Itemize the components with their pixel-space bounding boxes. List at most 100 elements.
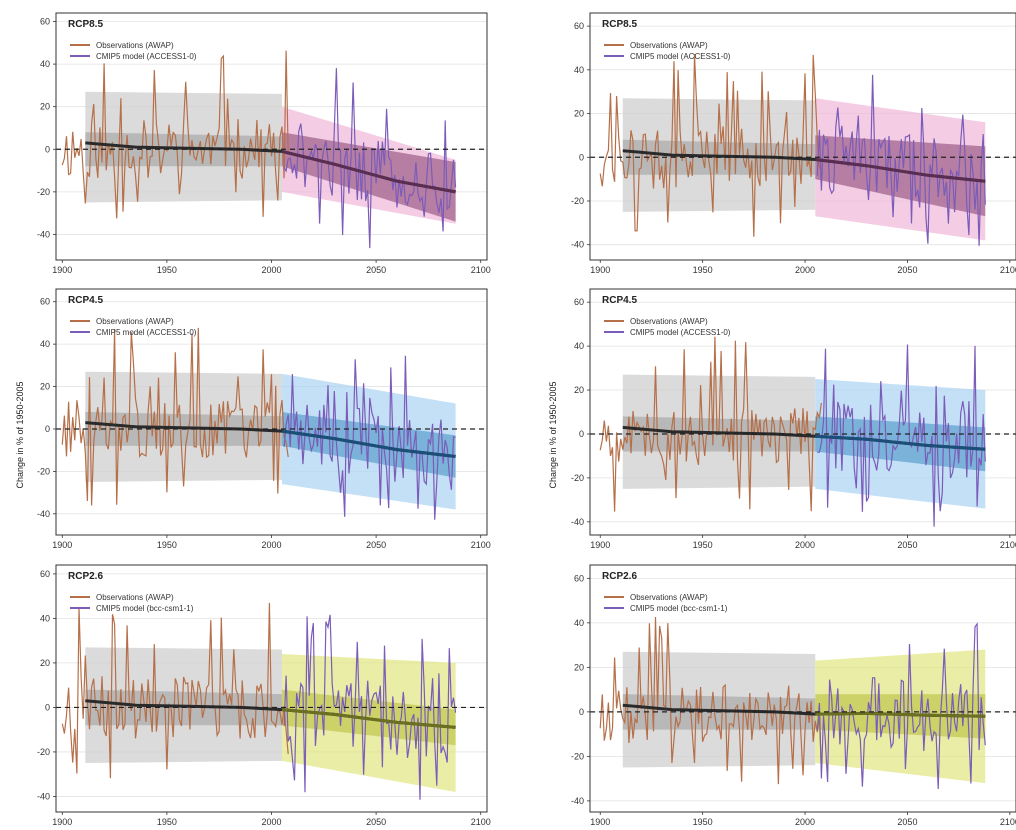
x-tick-label: 1950: [693, 265, 713, 275]
x-tick-label: 1900: [52, 817, 72, 827]
model-line: [816, 74, 986, 246]
model-line: [817, 344, 986, 527]
panel-R3: -40 -20 0 20 40 60 1900 1950 2000 2050 2100 RCP2.6 O…: [571, 564, 1016, 827]
plot-area: [61, 50, 457, 249]
y-tick-label: 40: [40, 339, 50, 349]
y-tick-label: 20: [574, 385, 584, 395]
model-line: [283, 68, 457, 249]
y-tick-label: 40: [574, 341, 584, 351]
y-tick-label: -20: [37, 187, 50, 197]
x-tick-label: 2050: [366, 817, 386, 827]
x-tick-label: 1950: [693, 540, 713, 550]
y-tick-label: 0: [45, 144, 50, 154]
model-line: [816, 622, 986, 790]
x-tick-label: 1900: [52, 540, 72, 550]
y-tick-label: -20: [37, 747, 50, 757]
x-tick-label: 2100: [471, 817, 491, 827]
y-tick-label: 60: [40, 17, 50, 27]
y-tick-label: -40: [571, 796, 584, 806]
panel-L1: -40 -20 0 20 40 60 1900 1950 2000 2050 2100 RCP8.5 O…: [37, 12, 491, 275]
observations-line: [61, 327, 289, 506]
future-inner-band: [815, 135, 986, 217]
y-tick-label: 20: [574, 662, 584, 672]
y-tick-label: -20: [37, 466, 50, 476]
y-axis-label-left: Change in % of 1950-2005: [15, 381, 25, 489]
legend-label-observations: Observations (AWAP): [630, 317, 708, 326]
panel-frame: [589, 564, 1016, 813]
plot-area: [61, 327, 456, 520]
y-tick-label: 0: [579, 152, 584, 162]
legend-label-model: CMIP5 model (bcc-csm1-1): [630, 604, 728, 613]
x-tick-label: 2100: [1000, 540, 1016, 550]
x-tick-label: 2000: [795, 817, 815, 827]
x-tick-label: 1950: [693, 817, 713, 827]
future-median-line: [281, 149, 456, 194]
y-tick-label: -40: [37, 229, 50, 239]
observations-line: [61, 602, 289, 779]
x-tick-label: 2100: [471, 265, 491, 275]
y-tick-label: 40: [40, 613, 50, 623]
observations-line: [599, 53, 822, 237]
x-tick-label: 1950: [157, 817, 177, 827]
x-tick-label: 2100: [1000, 265, 1016, 275]
x-tick-label: 2050: [897, 817, 917, 827]
model-line: [283, 614, 457, 800]
y-tick-label: 60: [40, 297, 50, 307]
plot-area: [599, 53, 986, 246]
future-median-line: [281, 429, 456, 458]
y-tick-label: -20: [571, 473, 584, 483]
future-median-line: [815, 158, 986, 183]
y-tick-label: 40: [574, 618, 584, 628]
panel-title: RCP2.6: [602, 571, 637, 582]
x-tick-label: 2000: [795, 265, 815, 275]
x-tick-label: 2050: [897, 265, 917, 275]
legend-label-model: CMIP5 model (ACCESS1-0): [630, 328, 731, 337]
legend-label-model: CMIP5 model (ACCESS1-0): [96, 328, 197, 337]
x-tick-label: 2000: [261, 265, 281, 275]
panel-L3: -40 -20 0 20 40 60 1900 1950 2000 2050 2100 RCP2.6 O…: [37, 564, 491, 827]
panel-L2: -40 -20 0 20 40 60 1900 1950 2000 2050 2100 RCP4.5 O…: [37, 288, 491, 550]
y-tick-label: 60: [40, 569, 50, 579]
y-tick-label: 20: [40, 382, 50, 392]
legend-label-observations: Observations (AWAP): [630, 593, 708, 602]
x-tick-label: 1950: [157, 265, 177, 275]
legend-label-model: CMIP5 model (ACCESS1-0): [630, 52, 731, 61]
y-tick-label: 40: [574, 65, 584, 75]
y-tick-label: 0: [579, 429, 584, 439]
x-tick-label: 1900: [590, 817, 610, 827]
observations-line: [599, 616, 822, 785]
x-tick-label: 2100: [471, 540, 491, 550]
panel-R1: -40 -20 0 20 40 60 1900 1950 2000 2050 2100 RCP8.5 O…: [571, 12, 1016, 275]
panel-title: RCP8.5: [602, 19, 637, 30]
x-tick-label: 1900: [590, 540, 610, 550]
x-tick-label: 2050: [897, 540, 917, 550]
x-tick-label: 2000: [261, 540, 281, 550]
panel-R2: -40 -20 0 20 40 60 1900 1950 2000 2050 2100 RCP4.5 O…: [571, 288, 1016, 550]
future-median-line: [281, 708, 456, 729]
y-tick-label: -40: [37, 791, 50, 801]
legend-label-observations: Observations (AWAP): [96, 317, 174, 326]
panel-title: RCP4.5: [602, 295, 637, 306]
legend-label-model: CMIP5 model (bcc-csm1-1): [96, 604, 194, 613]
y-tick-label: 0: [45, 702, 50, 712]
panel-title: RCP8.5: [68, 19, 103, 30]
panel-frame: [589, 12, 1016, 261]
future-inner-band: [281, 132, 456, 222]
y-tick-label: 0: [45, 424, 50, 434]
y-tick-label: 60: [574, 297, 584, 307]
model-line: [283, 355, 456, 520]
x-tick-label: 2000: [795, 540, 815, 550]
x-tick-label: 1950: [157, 540, 177, 550]
x-tick-label: 1900: [52, 265, 72, 275]
x-tick-label: 2000: [261, 817, 281, 827]
y-tick-label: -40: [37, 509, 50, 519]
x-tick-label: 2100: [1000, 817, 1016, 827]
observations-line: [599, 336, 822, 512]
panel-title: RCP4.5: [68, 295, 103, 306]
y-axis-label-right: Change in % of 1950-2005: [548, 381, 558, 489]
future-median-line: [815, 711, 986, 718]
y-tick-label: 0: [579, 707, 584, 717]
y-tick-label: 20: [40, 658, 50, 668]
legend-label-observations: Observations (AWAP): [96, 593, 174, 602]
